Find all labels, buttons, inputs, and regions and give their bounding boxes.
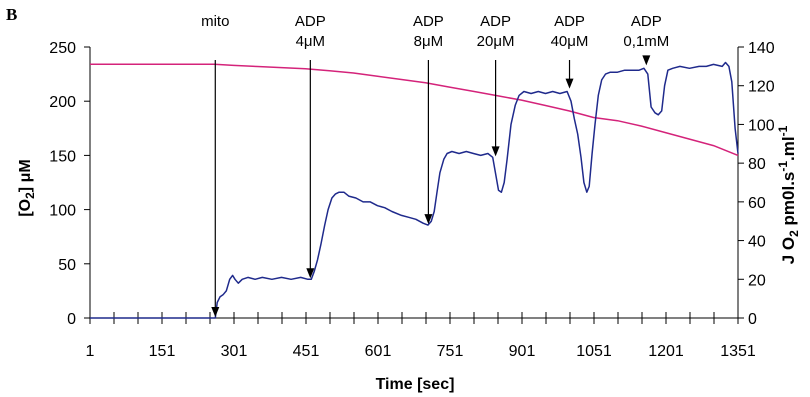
annotation-arrowhead: [642, 55, 651, 66]
annotation-arrowhead: [211, 307, 220, 317]
annotation-label: ADP: [631, 13, 662, 30]
left-y-tick-label: 100: [49, 203, 76, 220]
x-tick-label: 601: [365, 343, 392, 360]
annotation-label: ADP: [554, 13, 585, 30]
left-y-tick-label: 250: [49, 40, 76, 57]
annotation-label: 20μM: [477, 33, 515, 50]
annotation-arrowhead: [424, 214, 433, 225]
annotation-label: ADP: [295, 13, 326, 30]
right-y-tick-label: 40: [748, 234, 766, 251]
annotation-label: 0,1mM: [623, 33, 669, 50]
right-y-tick-label: 140: [748, 40, 775, 57]
right-y-axis-label: J O2 pm0l.s-1.ml-1: [776, 125, 801, 264]
x-tick-label: 1201: [648, 343, 684, 360]
x-tick-label: 451: [293, 343, 320, 360]
left-y-tick-label: 200: [49, 94, 76, 111]
left-y-tick-label: 50: [58, 257, 76, 274]
annotation-label: ADP: [413, 13, 444, 30]
chart-annotations: mito ADP 4μM ADP 8μM ADP 20μM ADP 40μM ADP 0,1mM: [201, 13, 669, 317]
x-tick-label: 1: [86, 343, 95, 360]
left-y-tick-label: 0: [67, 311, 76, 328]
left-y-axis-label: [O2] μM: [17, 159, 37, 216]
annotation-arrowhead: [565, 78, 574, 89]
x-tick-label: 1051: [576, 343, 612, 360]
annotation-label: 40μM: [551, 33, 589, 50]
panel-label: B: [6, 5, 17, 24]
oxygen-concentration-line: [90, 63, 739, 157]
annotation-label: 8μM: [414, 33, 443, 50]
right-y-tick-label: 60: [748, 195, 766, 212]
annotation-arrowhead: [306, 268, 315, 279]
chart-series: [90, 61, 739, 319]
chart-axes: 0 50 100 150 200 250 0 20 40 60 80 100 120 140 1 151 301…: [49, 40, 775, 360]
right-y-tick-label: 0: [748, 311, 757, 328]
left-y-tick-label: 150: [49, 148, 76, 165]
right-y-tick-label: 100: [748, 117, 775, 134]
x-tick-label: 301: [221, 343, 248, 360]
oxygen-flux-line: [90, 61, 739, 319]
x-axis-label: Time [sec]: [376, 376, 455, 393]
right-y-tick-label: 20: [748, 272, 766, 289]
annotation-arrowhead: [491, 146, 500, 157]
right-y-tick-label: 80: [748, 156, 766, 173]
x-tick-label: 1351: [720, 343, 756, 360]
annotation-label: mito: [201, 13, 229, 30]
x-tick-label: 751: [437, 343, 464, 360]
annotation-label: ADP: [480, 13, 511, 30]
x-tick-label: 901: [509, 343, 536, 360]
x-tick-label: 151: [149, 343, 176, 360]
right-y-tick-label: 120: [748, 79, 775, 96]
annotation-label: 4μM: [296, 33, 325, 50]
